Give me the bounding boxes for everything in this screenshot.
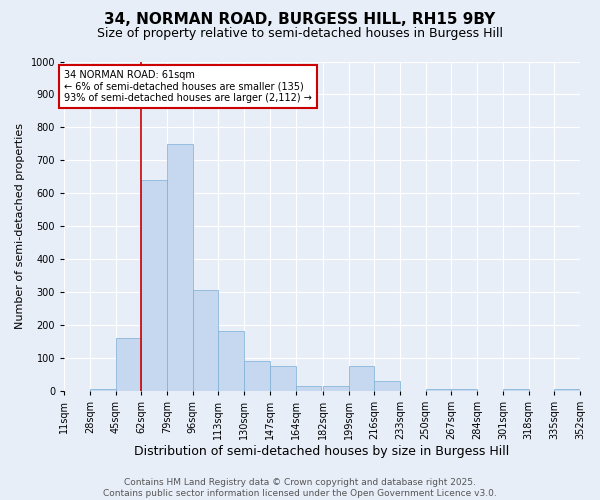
Bar [218, 332, 244, 390]
Bar [244, 361, 270, 390]
X-axis label: Distribution of semi-detached houses by size in Burgess Hill: Distribution of semi-detached houses by … [134, 444, 509, 458]
Bar [116, 338, 141, 390]
Bar [451, 389, 477, 390]
Bar [193, 290, 218, 390]
Bar [270, 366, 296, 390]
Text: 34, NORMAN ROAD, BURGESS HILL, RH15 9BY: 34, NORMAN ROAD, BURGESS HILL, RH15 9BY [104, 12, 496, 28]
Text: Size of property relative to semi-detached houses in Burgess Hill: Size of property relative to semi-detach… [97, 28, 503, 40]
Bar [323, 386, 349, 390]
Bar [503, 389, 529, 390]
Bar [296, 386, 321, 390]
Bar [425, 389, 451, 390]
Text: 34 NORMAN ROAD: 61sqm
← 6% of semi-detached houses are smaller (135)
93% of semi: 34 NORMAN ROAD: 61sqm ← 6% of semi-detac… [64, 70, 312, 103]
Bar [141, 180, 167, 390]
Y-axis label: Number of semi-detached properties: Number of semi-detached properties [15, 123, 25, 329]
Bar [554, 389, 580, 390]
Bar [90, 389, 116, 390]
Bar [167, 144, 193, 390]
Bar [349, 366, 374, 390]
Text: Contains HM Land Registry data © Crown copyright and database right 2025.
Contai: Contains HM Land Registry data © Crown c… [103, 478, 497, 498]
Bar [374, 380, 400, 390]
